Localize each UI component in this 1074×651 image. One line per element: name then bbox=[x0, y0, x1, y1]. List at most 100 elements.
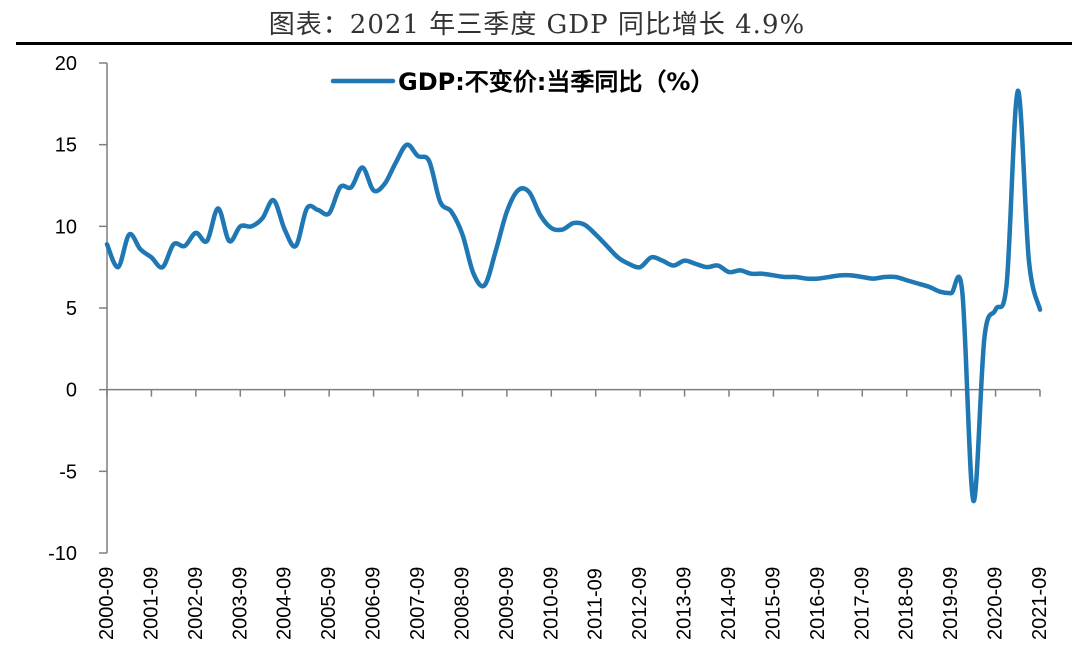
x-tick-label: 2005-09 bbox=[318, 567, 340, 640]
x-tick-label: 2004-09 bbox=[274, 567, 296, 640]
data-point bbox=[928, 286, 930, 288]
y-tick-label: 15 bbox=[55, 135, 77, 157]
data-point bbox=[484, 284, 486, 286]
data-point bbox=[106, 243, 108, 245]
data-point bbox=[573, 222, 575, 224]
data-point bbox=[339, 186, 341, 188]
legend: GDP:不变价:当季同比（%） bbox=[330, 68, 714, 96]
data-point bbox=[273, 199, 275, 201]
data-point bbox=[728, 271, 730, 273]
x-tick-label: 2000-09 bbox=[96, 567, 118, 640]
data-point bbox=[617, 256, 619, 258]
data-point bbox=[650, 256, 652, 258]
y-tick-label: 10 bbox=[55, 216, 77, 238]
data-point bbox=[539, 214, 541, 216]
data-point bbox=[817, 278, 819, 280]
data-point bbox=[550, 227, 552, 229]
data-point bbox=[406, 144, 408, 146]
data-point bbox=[761, 273, 763, 275]
data-point bbox=[195, 232, 197, 234]
chart-title: 图表：2021 年三季度 GDP 同比增长 4.9% bbox=[268, 10, 806, 40]
data-point bbox=[839, 274, 841, 276]
y-tick-label: 20 bbox=[55, 53, 77, 75]
data-point bbox=[983, 336, 985, 338]
x-tick-label: 2003-09 bbox=[229, 567, 251, 640]
data-point bbox=[1017, 90, 1019, 92]
data-point bbox=[473, 273, 475, 275]
data-point bbox=[150, 256, 152, 258]
data-point bbox=[639, 266, 641, 268]
x-tick-label: 2015-09 bbox=[762, 567, 784, 640]
data-point bbox=[561, 229, 563, 231]
data-point bbox=[628, 263, 630, 265]
data-point bbox=[295, 245, 297, 247]
data-point bbox=[428, 160, 430, 162]
x-tick-label: 2006-09 bbox=[363, 567, 385, 640]
data-point bbox=[672, 265, 674, 267]
data-point bbox=[917, 283, 919, 285]
x-tick-label: 2008-09 bbox=[451, 567, 473, 640]
data-point bbox=[361, 167, 363, 169]
data-point bbox=[595, 234, 597, 236]
data-point bbox=[317, 209, 319, 211]
data-point bbox=[139, 248, 141, 250]
data-point bbox=[306, 207, 308, 209]
data-point bbox=[772, 274, 774, 276]
data-point bbox=[806, 278, 808, 280]
data-point bbox=[784, 276, 786, 278]
x-tick-label: 2020-09 bbox=[985, 567, 1007, 640]
y-tick-label: 5 bbox=[66, 298, 77, 320]
data-point bbox=[695, 263, 697, 265]
data-point bbox=[872, 278, 874, 280]
data-point bbox=[517, 189, 519, 191]
data-point bbox=[395, 162, 397, 164]
data-point bbox=[1028, 260, 1030, 262]
data-point bbox=[239, 225, 241, 227]
data-point bbox=[1039, 309, 1041, 311]
series-line bbox=[104, 88, 1043, 504]
data-point bbox=[384, 183, 386, 185]
data-point bbox=[739, 269, 741, 271]
x-tick-label: 2012-09 bbox=[629, 567, 651, 640]
y-tick-label: -5 bbox=[59, 461, 77, 483]
data-point bbox=[850, 274, 852, 276]
data-point bbox=[961, 291, 963, 293]
data-point bbox=[684, 260, 686, 262]
data-point bbox=[495, 250, 497, 252]
x-tick-label: 2021-09 bbox=[1029, 567, 1051, 640]
data-point bbox=[661, 260, 663, 262]
data-point bbox=[128, 234, 130, 236]
data-point bbox=[217, 207, 219, 209]
data-point bbox=[795, 276, 797, 278]
data-point bbox=[584, 224, 586, 226]
x-tick-label: 2002-09 bbox=[185, 567, 207, 640]
data-point bbox=[228, 240, 230, 242]
data-point bbox=[995, 309, 997, 311]
data-point bbox=[439, 201, 441, 203]
data-point bbox=[173, 243, 175, 245]
data-point bbox=[906, 279, 908, 281]
data-point bbox=[606, 245, 608, 247]
data-point bbox=[950, 292, 952, 294]
data-point bbox=[706, 266, 708, 268]
data-point bbox=[461, 234, 463, 236]
data-point bbox=[450, 211, 452, 213]
x-tick-label: 2016-09 bbox=[807, 567, 829, 640]
x-tick-label: 2009-09 bbox=[496, 567, 518, 640]
x-axis: 2000-09 2001-09 2002-09 2003-09 2004-09 2005-… bbox=[96, 388, 1051, 640]
x-tick-label: 2013-09 bbox=[674, 567, 696, 640]
data-point bbox=[939, 291, 941, 293]
data-point bbox=[750, 273, 752, 275]
y-axis: -10 -5 0 5 10 15 20 bbox=[48, 53, 108, 565]
y-tick-label: 0 bbox=[66, 380, 77, 402]
data-point bbox=[328, 212, 330, 214]
x-tick-label: 2010-09 bbox=[540, 567, 562, 640]
x-tick-label: 2014-09 bbox=[718, 567, 740, 640]
data-point bbox=[717, 265, 719, 267]
x-tick-label: 2007-09 bbox=[407, 567, 429, 640]
data-point bbox=[972, 500, 974, 502]
data-point bbox=[262, 217, 264, 219]
data-point bbox=[884, 276, 886, 278]
y-tick-label: -10 bbox=[48, 543, 77, 565]
